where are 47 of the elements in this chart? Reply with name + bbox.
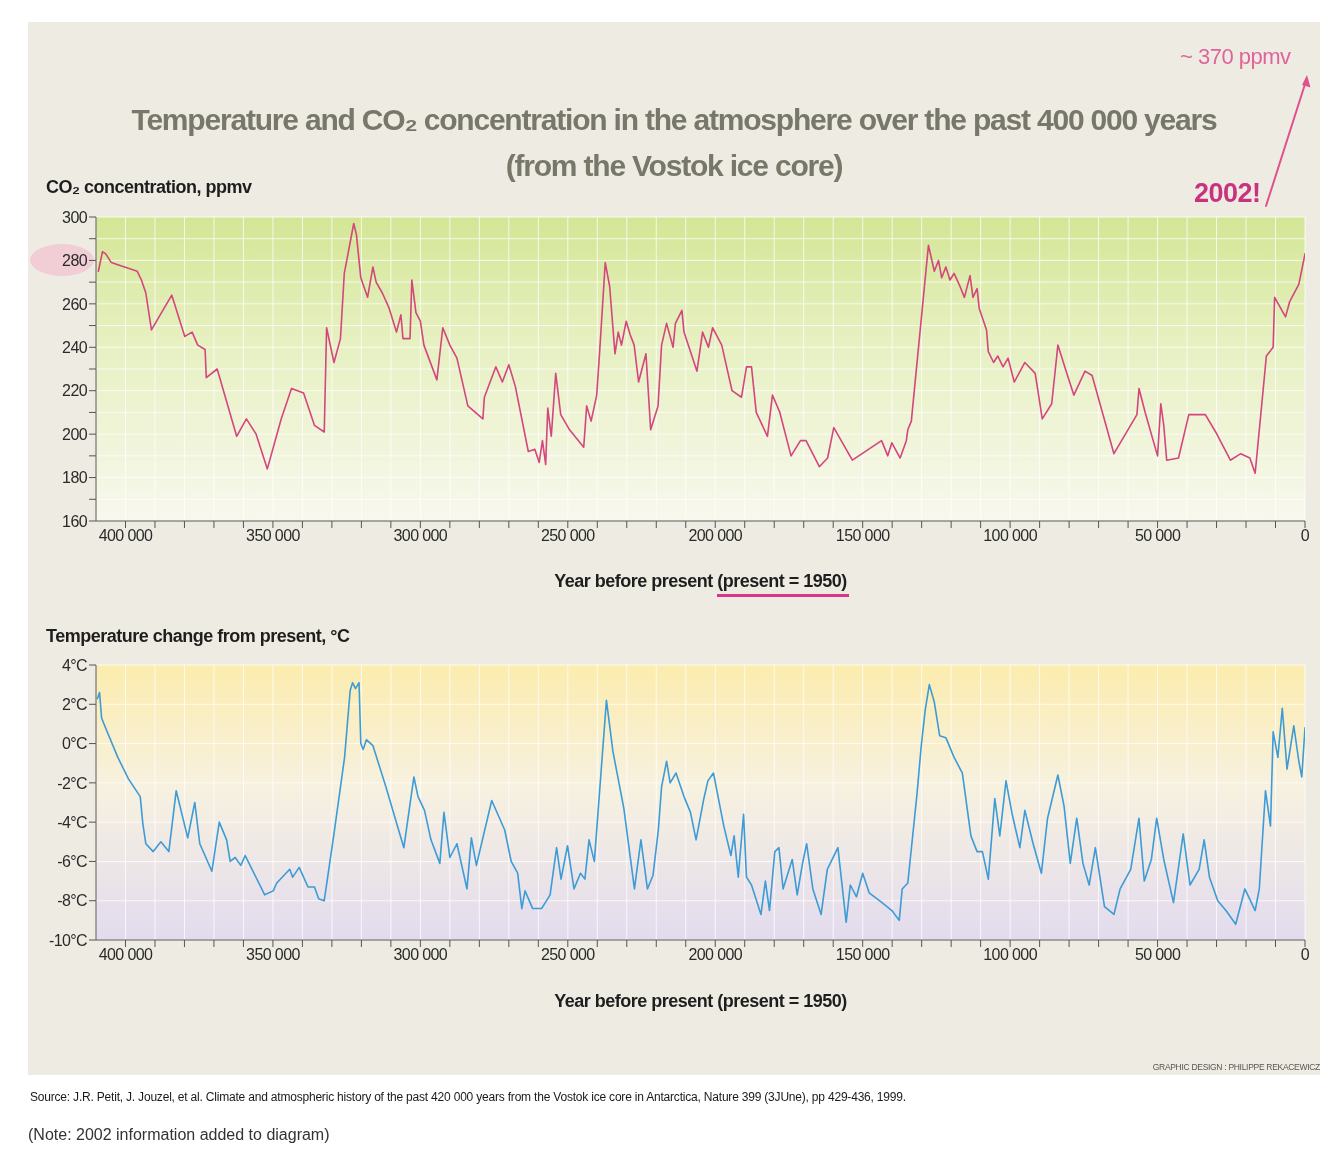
x-tick-label: 100 000 — [983, 946, 1038, 964]
x-tick-label: 150 000 — [835, 527, 891, 545]
y-tick-label: 160 — [62, 512, 88, 530]
y-tick-label: 280 — [62, 252, 88, 270]
x-tick-label: 400 000 — [98, 946, 154, 964]
y-tick-label: -4°C — [57, 813, 88, 831]
x-tick-label: 0 — [1300, 946, 1310, 964]
x-tick-label: 350 000 — [246, 527, 301, 545]
y-axis-title: CO₂ concentration, ppmv — [46, 177, 252, 197]
x-tick-label: 200 000 — [688, 527, 743, 545]
x-axis-title: Year before present (present = 1950) — [554, 571, 847, 591]
chart-title: Temperature and CO₂ concentration in the atmosphere over the past 400 000 years — [131, 103, 1217, 136]
y-axis-title: Temperature change from present, °C — [46, 626, 350, 646]
x-tick-label: 350 000 — [246, 946, 301, 964]
x-tick-label: 300 000 — [393, 527, 448, 545]
x-tick-label: 50 000 — [1134, 527, 1181, 545]
x-tick-label: 150 000 — [835, 946, 891, 964]
text: ~ 370 ppmv — [1180, 44, 1291, 69]
x-tick-label: 250 000 — [540, 527, 596, 545]
line-series — [97, 222, 1305, 475]
y-tick-label: 0°C — [61, 735, 88, 753]
y-tick-label: 4°C — [61, 656, 88, 674]
y-tick-label: 2°C — [61, 695, 88, 713]
chart-subtitle: (from the Vostok ice core) — [505, 149, 843, 182]
text: 2002! — [1194, 178, 1261, 208]
source-note: Source: J.R. Petit, J. Jouzel, et al. Climate and atmospheric history of the past 420 000 years from the Vostok ice core in Antarctica, Nature 399 (3JUne), pp 429-436, 1999. — [30, 1090, 906, 1104]
y-tick-label: 180 — [62, 469, 88, 487]
x-axis-title: Year before present (present = 1950) — [554, 991, 847, 1011]
y-tick-label: 200 — [62, 425, 88, 443]
line-series — [96, 681, 1305, 926]
text: GRAPHIC DESIGN : PHILIPPE REKACEWICZ — [1152, 1062, 1320, 1072]
y-tick-label: -2°C — [57, 774, 88, 792]
y-tick-label: 300 — [62, 208, 88, 226]
y-tick-label: 240 — [62, 338, 88, 356]
y-tick-label: -10°C — [48, 931, 88, 949]
x-tick-label: 100 000 — [983, 527, 1038, 545]
y-tick-label: -8°C — [57, 892, 88, 910]
x-tick-label: 400 000 — [98, 527, 154, 545]
x-tick-label: 200 000 — [688, 946, 743, 964]
text: (Note: 2002 information added to diagram) — [28, 1126, 330, 1143]
x-tick-label: 0 — [1300, 527, 1310, 545]
x-tick-label: 50 000 — [1134, 946, 1181, 964]
y-tick-label: 220 — [62, 382, 88, 400]
x-tick-label: 250 000 — [540, 946, 596, 964]
y-tick-label: -6°C — [57, 853, 88, 871]
x-tick-label: 300 000 — [393, 946, 448, 964]
y-tick-label: 260 — [62, 295, 88, 313]
